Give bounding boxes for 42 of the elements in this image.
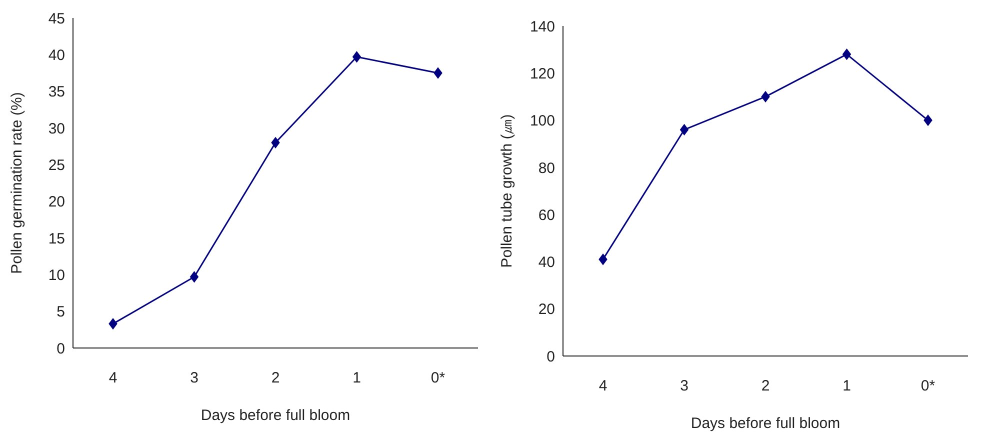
x-tick-label: 0* — [920, 378, 936, 395]
y-tick-label: 40 — [538, 254, 555, 272]
point — [761, 91, 770, 102]
y-tick-label: 80 — [538, 160, 555, 177]
y-tick-label: 25 — [48, 156, 65, 174]
point — [108, 318, 118, 330]
point — [598, 254, 608, 265]
y-axis-title: Pollen tube growth (㎛) — [498, 114, 516, 268]
x-tick-label: 4 — [598, 378, 608, 395]
y-tick-label: 30 — [48, 120, 65, 138]
point — [190, 271, 198, 282]
x-tick-label: 2 — [271, 370, 280, 387]
y-tick-label: 45 — [48, 10, 65, 28]
x-tick-label: 4 — [108, 370, 118, 387]
x-tick-label: 3 — [680, 378, 688, 395]
point — [434, 68, 442, 78]
y-tick-label: 140 — [530, 18, 555, 36]
point — [842, 48, 851, 60]
y-tick-label: 60 — [538, 206, 555, 224]
y-tick-label: 40 — [48, 46, 65, 64]
y-tick-label: 100 — [530, 112, 555, 130]
point — [680, 124, 688, 136]
x-tick-label: 2 — [761, 378, 770, 395]
y-tick-label: 0 — [56, 340, 65, 358]
y-tick-label: 5 — [56, 304, 65, 321]
y-tick-label: 120 — [530, 65, 555, 82]
y-tick-label: 20 — [48, 194, 65, 211]
x-tick-label: 1 — [352, 370, 361, 387]
y-tick-label: 35 — [48, 84, 65, 101]
x-axis-title: Days before full bloom — [200, 407, 350, 424]
point — [352, 51, 361, 62]
point — [924, 114, 932, 126]
y-tick-label: 10 — [48, 266, 65, 284]
y-axis-title: Pollen germination rate (%) — [8, 92, 26, 274]
y-tick-label: 15 — [48, 230, 65, 248]
point — [271, 137, 280, 148]
x-tick-label: 3 — [190, 370, 198, 387]
x-tick-label: 0* — [430, 370, 446, 387]
x-tick-label: 1 — [842, 378, 851, 395]
y-tick-label: 20 — [538, 301, 555, 318]
x-axis-title: Days before full bloom — [690, 415, 840, 432]
y-tick-label: 0 — [546, 348, 555, 366]
